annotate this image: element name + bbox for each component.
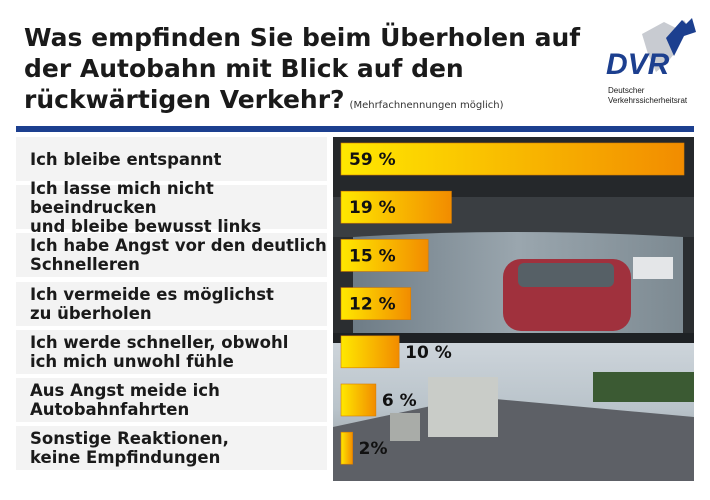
bar-6 — [340, 383, 377, 417]
chart-title: Was empfinden Sie beim Überholen auf der… — [24, 22, 584, 121]
title-note: (Mehrfachnennungen möglich) — [349, 100, 504, 111]
logo-text: DVR — [606, 48, 670, 81]
bar-value-label-2: 19 % — [349, 198, 396, 218]
dvr-logo: DVR — [606, 18, 696, 81]
category-label-text: Ich bleibe entspannt — [30, 149, 222, 169]
category-label-text: Sonstige Reaktionen, keine Empfindungen — [30, 429, 229, 468]
bar-3 — [340, 239, 429, 272]
bar-value-label-5: 10 % — [405, 343, 452, 363]
bar-value-label-1: 59 % — [349, 150, 396, 170]
category-labels: Ich bleibe entspannt Ich lasse mich nicht… — [16, 137, 333, 481]
category-label-text: Aus Angst meide ich Autobahnfahrten — [30, 381, 220, 419]
category-label-3: Ich habe Angst vor den deutlich Schnelle… — [16, 233, 327, 278]
bar-chart: 59 % 19 % 15 % 12 % 10 % 6 % 2% — [340, 142, 685, 465]
category-label-text: Ich werde schneller, obwohl ich mich unw… — [30, 332, 289, 371]
category-label-text: Ich habe Angst vor den deutlich Schnelle… — [30, 236, 327, 275]
title-text: Was empfinden Sie beim Überholen auf der… — [24, 23, 581, 114]
bar-1 — [340, 142, 685, 176]
bar-value-label-6: 6 % — [382, 391, 417, 411]
bar-7 — [340, 431, 353, 465]
logo-caption-line2: Verkehrssicherheitsrat — [608, 96, 688, 105]
category-label-6: Aus Angst meide ich Autobahnfahrten — [16, 378, 327, 422]
logo-caption-line1: Deutscher — [608, 86, 645, 95]
header-rule — [16, 126, 694, 132]
bar-5 — [340, 335, 400, 369]
bar-2 — [340, 190, 452, 224]
category-label-5: Ich werde schneller, obwohl ich mich unw… — [16, 329, 327, 374]
category-label-text: Ich vermeide es möglichst zu überholen — [30, 284, 274, 323]
logo-arrow-icon — [666, 18, 696, 56]
bar-4 — [340, 287, 412, 320]
category-label-7: Sonstige Reaktionen, keine Empfindungen — [16, 426, 327, 471]
category-label-4: Ich vermeide es möglichst zu überholen — [16, 281, 327, 326]
category-label-1: Ich bleibe entspannt — [16, 137, 327, 181]
logo-caption: Deutscher Verkehrssicherheitsrat — [608, 86, 687, 106]
bar-value-label-4: 12 % — [349, 295, 396, 315]
bar-value-label-3: 15 % — [349, 246, 396, 266]
bar-value-label-7: 2% — [359, 439, 388, 459]
category-label-text: Ich lasse mich nicht beeindrucken und bl… — [30, 178, 262, 236]
category-label-2: Ich lasse mich nicht beeindrucken und bl… — [16, 179, 327, 236]
